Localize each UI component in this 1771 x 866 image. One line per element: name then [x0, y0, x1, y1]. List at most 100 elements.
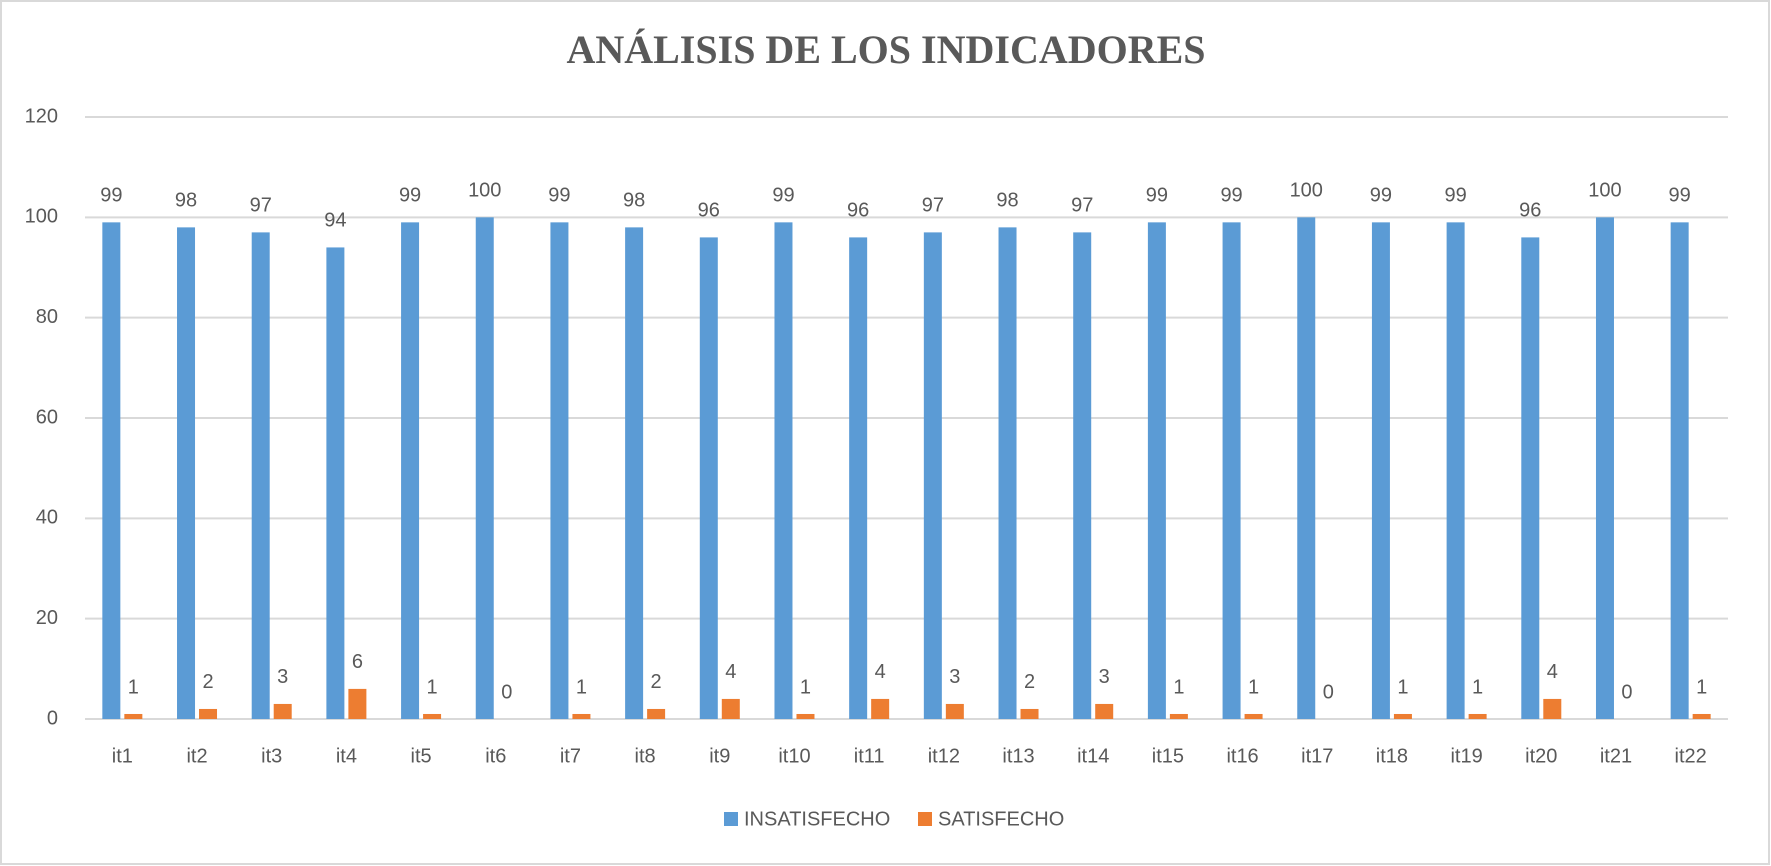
x-tick-label: it18 [1376, 745, 1408, 767]
data-label: 1 [1173, 676, 1184, 698]
data-label: 94 [324, 210, 346, 232]
data-label: 100 [1588, 180, 1621, 202]
data-label: 1 [128, 676, 139, 698]
bar [998, 227, 1017, 719]
data-label: 0 [1621, 681, 1632, 703]
bar [251, 232, 270, 719]
y-tick-label: 0 [47, 707, 58, 729]
x-tick-label: it17 [1301, 745, 1333, 767]
bar [1446, 222, 1465, 719]
bar [124, 713, 143, 719]
bar [1692, 713, 1711, 719]
legend-label: INSATISFECHO [744, 808, 890, 830]
x-tick-label: it15 [1152, 745, 1184, 767]
x-tick-label: it21 [1600, 745, 1632, 767]
data-label: 98 [623, 190, 645, 212]
bar [796, 713, 815, 719]
x-tick-label: it22 [1675, 745, 1707, 767]
x-tick-label: it4 [336, 745, 357, 767]
legend-swatch [724, 812, 738, 826]
bar [1543, 698, 1562, 719]
bar [699, 237, 718, 719]
data-label: 4 [875, 661, 886, 683]
data-label: 6 [352, 651, 363, 673]
x-tick-label: it1 [112, 745, 133, 767]
x-tick-label: it20 [1525, 745, 1557, 767]
bar [102, 222, 121, 719]
bar [849, 237, 868, 719]
data-label: 99 [399, 185, 421, 207]
y-tick-label: 80 [36, 306, 58, 328]
data-label: 100 [1290, 180, 1323, 202]
bar [326, 247, 345, 719]
bar [1095, 703, 1114, 719]
data-label: 99 [1370, 185, 1392, 207]
bar [1244, 713, 1263, 719]
bar [1521, 237, 1540, 719]
data-label: 100 [468, 180, 501, 202]
data-label: 99 [1669, 185, 1691, 207]
x-tick-label: it9 [709, 745, 730, 767]
bar [475, 217, 494, 720]
bar [1147, 222, 1166, 719]
data-label: 1 [800, 676, 811, 698]
data-label: 1 [1397, 676, 1408, 698]
bar [1371, 222, 1390, 719]
bar [1468, 713, 1487, 719]
bar [774, 222, 793, 719]
data-label: 0 [1323, 681, 1334, 703]
x-tick-label: it2 [186, 745, 207, 767]
data-label: 1 [1248, 676, 1259, 698]
bar [550, 222, 569, 719]
data-label: 97 [250, 195, 272, 217]
data-label: 99 [1146, 185, 1168, 207]
data-label: 96 [847, 200, 869, 222]
data-label: 1 [1696, 676, 1707, 698]
chart-title: ANÁLISIS DE LOS INDICADORES [566, 27, 1205, 72]
x-tick-label: it12 [928, 745, 960, 767]
y-tick-label: 20 [36, 607, 58, 629]
bar [401, 222, 420, 719]
x-tick-label: it6 [485, 745, 506, 767]
x-tick-label: it8 [635, 745, 656, 767]
bar [273, 703, 292, 719]
bar [1222, 222, 1241, 719]
bar [1169, 713, 1188, 719]
data-label: 1 [576, 676, 587, 698]
bar [647, 708, 666, 719]
data-label: 2 [202, 671, 213, 693]
data-label: 98 [996, 190, 1018, 212]
bar [199, 708, 218, 719]
data-label: 96 [1519, 200, 1541, 222]
data-label: 97 [1071, 195, 1093, 217]
data-label: 99 [1220, 185, 1242, 207]
data-label: 4 [725, 661, 736, 683]
bar [572, 713, 591, 719]
data-label: 99 [100, 185, 122, 207]
legend-swatch [918, 812, 932, 826]
data-label: 0 [501, 681, 512, 703]
y-tick-label: 40 [36, 507, 58, 529]
x-tick-label: it19 [1450, 745, 1482, 767]
bar [177, 227, 196, 719]
data-label: 96 [698, 200, 720, 222]
data-label: 3 [277, 666, 288, 688]
data-label: 1 [1472, 676, 1483, 698]
x-tick-label: it3 [261, 745, 282, 767]
x-tick-label: it10 [778, 745, 810, 767]
bar [1073, 232, 1092, 719]
x-tick-label: it5 [411, 745, 432, 767]
data-label: 4 [1547, 661, 1558, 683]
data-label: 1 [427, 676, 438, 698]
data-label: 3 [1099, 666, 1110, 688]
bar [1670, 222, 1689, 719]
bar [923, 232, 942, 719]
bar [625, 227, 644, 719]
data-label: 99 [1444, 185, 1466, 207]
bar [1020, 708, 1039, 719]
data-label: 2 [651, 671, 662, 693]
bar [1297, 217, 1316, 720]
